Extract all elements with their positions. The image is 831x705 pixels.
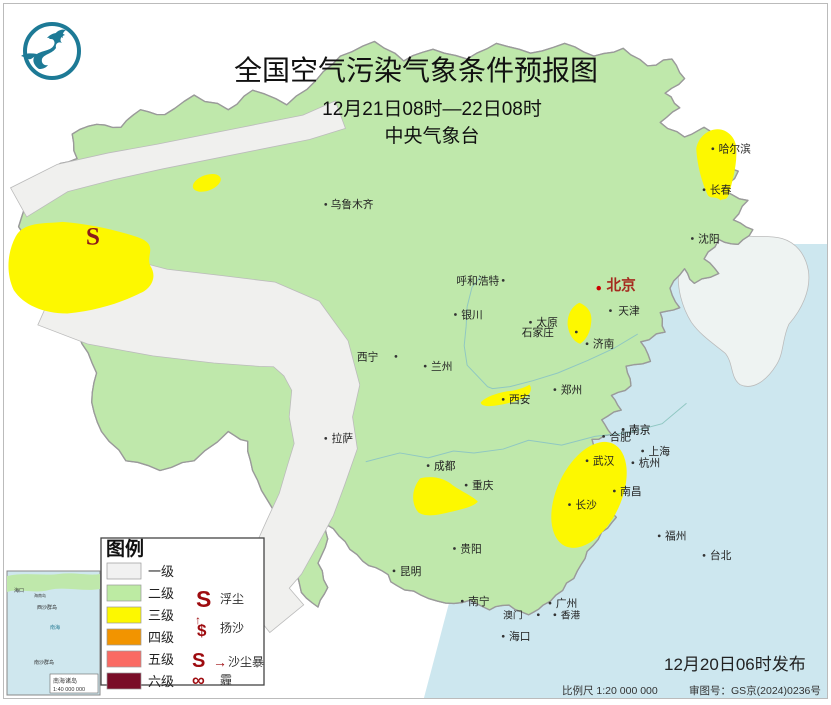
- svg-text:四级: 四级: [148, 630, 174, 645]
- svg-text:中央气象台: 中央气象台: [384, 125, 479, 147]
- svg-text:石家庄: 石家庄: [522, 326, 554, 339]
- svg-text:西沙群岛: 西沙群岛: [37, 604, 57, 611]
- svg-text:昆明: 昆明: [400, 566, 421, 578]
- svg-text:西安: 西安: [509, 393, 530, 406]
- svg-text:霾: 霾: [220, 673, 232, 687]
- svg-text:南宁: 南宁: [468, 595, 489, 608]
- svg-text:香港: 香港: [561, 610, 581, 622]
- svg-text:海南岛: 海南岛: [34, 592, 46, 598]
- svg-text:乌鲁木齐: 乌鲁木齐: [331, 198, 374, 211]
- svg-text:审图号：GS京(2024)0236号: 审图号：GS京(2024)0236号: [689, 684, 821, 697]
- svg-text:1:40 000 000: 1:40 000 000: [53, 687, 85, 693]
- svg-text:比例尺 1:20 000 000: 比例尺 1:20 000 000: [562, 684, 658, 697]
- svg-text:浮尘: 浮尘: [220, 592, 244, 606]
- svg-text:银川: 银川: [461, 308, 482, 321]
- svg-text:重庆: 重庆: [472, 479, 494, 492]
- svg-text:S: S: [196, 586, 211, 612]
- svg-text:长春: 长春: [710, 185, 732, 197]
- svg-text:长沙: 长沙: [575, 500, 597, 512]
- svg-text:杭州: 杭州: [639, 457, 660, 470]
- svg-text:贵阳: 贵阳: [460, 542, 481, 555]
- svg-text:成都: 成都: [434, 461, 456, 473]
- svg-text:上海: 上海: [648, 445, 670, 458]
- svg-text:↑: ↑: [195, 613, 201, 627]
- svg-text:北京: 北京: [607, 276, 637, 294]
- svg-text:澳门: 澳门: [503, 609, 522, 622]
- svg-text:哈尔滨: 哈尔滨: [719, 143, 751, 156]
- svg-text:拉萨: 拉萨: [332, 432, 354, 445]
- svg-text:五级: 五级: [148, 652, 174, 667]
- svg-text:∞: ∞: [192, 670, 205, 690]
- svg-text:图例: 图例: [106, 537, 144, 560]
- svg-text:三级: 三级: [148, 608, 174, 623]
- svg-text:沈阳: 沈阳: [698, 232, 719, 245]
- svg-text:12月21日08时—22日08时: 12月21日08时—22日08时: [322, 98, 542, 120]
- svg-text:台北: 台北: [710, 549, 732, 562]
- svg-text:天津: 天津: [618, 306, 640, 318]
- svg-text:南京: 南京: [629, 423, 651, 436]
- svg-text:S: S: [86, 222, 100, 250]
- svg-text:扬沙: 扬沙: [220, 620, 244, 635]
- svg-text:济南: 济南: [593, 338, 615, 351]
- svg-text:呼和浩特: 呼和浩特: [456, 275, 499, 287]
- svg-text:12月20日06时发布: 12月20日06时发布: [664, 655, 806, 674]
- svg-text:南海诸岛: 南海诸岛: [53, 677, 77, 685]
- svg-text:一级: 一级: [148, 564, 174, 579]
- svg-text:南海: 南海: [50, 624, 60, 631]
- svg-text:沙尘暴: 沙尘暴: [228, 655, 264, 669]
- svg-text:海口: 海口: [14, 587, 24, 594]
- svg-text:六级: 六级: [148, 674, 174, 689]
- svg-text:福州: 福州: [665, 530, 686, 543]
- svg-text:武汉: 武汉: [593, 455, 615, 468]
- svg-text:海口: 海口: [509, 630, 530, 643]
- svg-text:郑州: 郑州: [561, 383, 582, 396]
- svg-text:全国空气污染气象条件预报图: 全国空气污染气象条件预报图: [234, 55, 598, 86]
- svg-text:兰州: 兰州: [431, 360, 452, 373]
- svg-text:→: →: [213, 654, 227, 670]
- svg-text:二级: 二级: [148, 586, 174, 601]
- svg-text:S: S: [192, 650, 205, 672]
- svg-text:合肥: 合肥: [609, 430, 631, 443]
- svg-text:南沙群岛: 南沙群岛: [34, 659, 54, 666]
- svg-text:广州: 广州: [556, 598, 577, 610]
- svg-text:西宁: 西宁: [357, 350, 378, 363]
- svg-text:南昌: 南昌: [620, 485, 641, 498]
